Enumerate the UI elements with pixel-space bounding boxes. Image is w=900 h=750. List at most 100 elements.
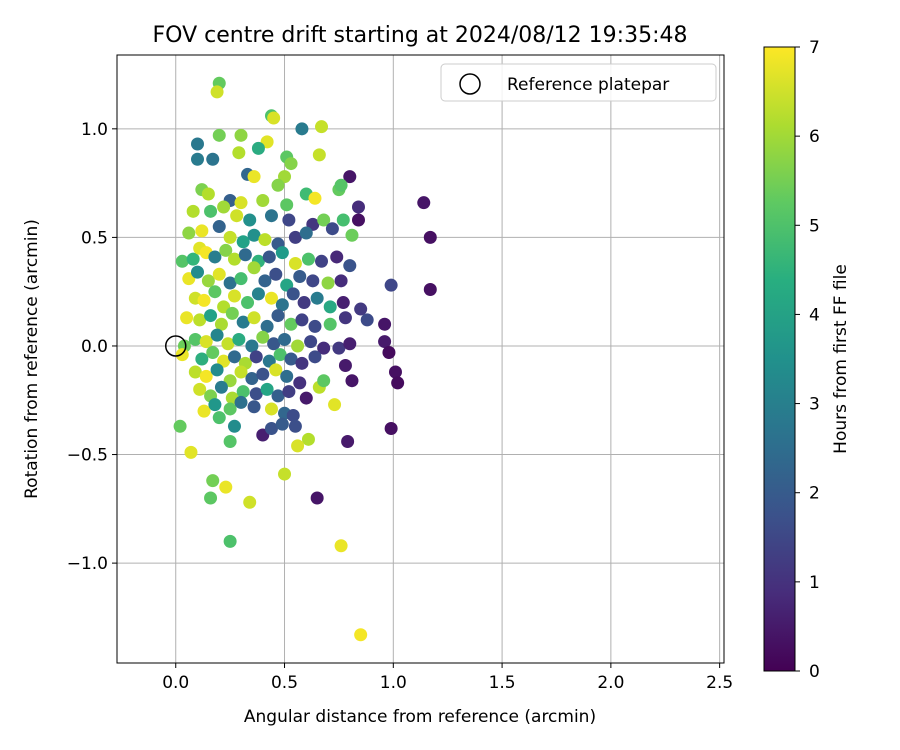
data-point [286,287,300,301]
data-point [219,243,233,257]
data-point [293,376,307,390]
data-point [262,250,276,264]
colorbar: 0 1 2 3 4 5 6 7 Hours from first FF file [763,38,851,682]
data-point [264,291,278,305]
y-tick-label: −1.0 [67,554,108,574]
reference-platepar-marker [164,335,187,357]
data-point [217,200,231,214]
data-point [384,421,398,435]
data-point [341,435,355,449]
data-point [275,298,289,312]
data-point [423,230,437,244]
data-point [315,254,329,268]
data-point [212,220,226,234]
data-point [343,170,357,184]
data-point [256,330,270,344]
data-point [256,193,270,207]
data-point [378,317,392,331]
data-point [328,398,342,412]
data-point [258,274,272,288]
x-tick-label: 0.5 [271,673,298,693]
data-point [354,628,368,642]
data-point [191,137,204,151]
data-point [199,369,213,383]
colorbar-tick-label: 0 [809,662,820,682]
data-point [210,85,224,99]
data-point [295,356,309,370]
data-point [206,152,220,166]
data-point [317,213,331,227]
x-tick-label: 2.5 [706,673,733,693]
data-point [267,337,281,351]
data-point [343,337,357,351]
data-point [236,235,250,249]
data-point [354,302,368,316]
data-point [273,348,287,362]
data-point [299,391,313,405]
data-point [241,296,255,310]
data-point [247,170,261,184]
data-point [284,352,298,366]
data-point [271,309,285,323]
data-point [175,254,189,268]
data-point [251,141,265,155]
data-point [264,402,278,416]
data-point [323,300,337,314]
data-point [312,148,326,162]
data-point [243,213,257,227]
data-point [258,233,272,247]
data-point [247,400,261,414]
y-tick-label: 0.0 [81,337,108,357]
data-point [264,209,278,223]
data-point [251,287,265,301]
data-point [334,539,348,553]
data-point [336,213,350,227]
data-point [195,224,209,238]
data-point [206,474,220,488]
data-point [243,495,257,509]
data-point [206,345,220,359]
x-tick-label: 2.0 [597,673,624,693]
data-point [288,419,302,433]
data-point [223,276,237,290]
x-tick-label: 0.0 [162,673,189,693]
data-point [210,328,224,342]
data-point [212,128,226,142]
data-point [245,372,259,386]
data-point [301,252,315,266]
legend: Reference platepar [440,63,717,102]
data-point [234,128,248,142]
data-point [249,387,263,401]
data-point [234,272,248,286]
data-point [306,274,320,288]
data-point [321,276,335,290]
data-point [247,311,261,325]
data-point [310,491,324,505]
data-point [308,350,322,364]
legend-label: Reference platepar [507,75,669,95]
data-point [345,228,359,242]
data-point [223,402,237,416]
data-point [345,374,359,388]
y-tick-label: −0.5 [67,446,108,466]
data-point [260,382,274,396]
colorbar-tick-label: 1 [809,573,820,593]
data-point [330,250,344,264]
data-point [180,311,194,325]
data-point [269,267,283,281]
data-point [280,198,294,212]
data-point [227,350,241,364]
data-point [182,226,196,240]
legend-box [440,63,717,102]
data-point [299,226,313,240]
data-point [297,296,311,310]
data-point [256,367,270,381]
data-point [236,385,250,399]
data-point [343,259,357,273]
data-point [417,196,431,210]
data-point [227,419,241,433]
data-point [264,421,278,435]
plot-area [116,54,725,664]
data-point [199,335,213,349]
data-point [334,274,348,288]
